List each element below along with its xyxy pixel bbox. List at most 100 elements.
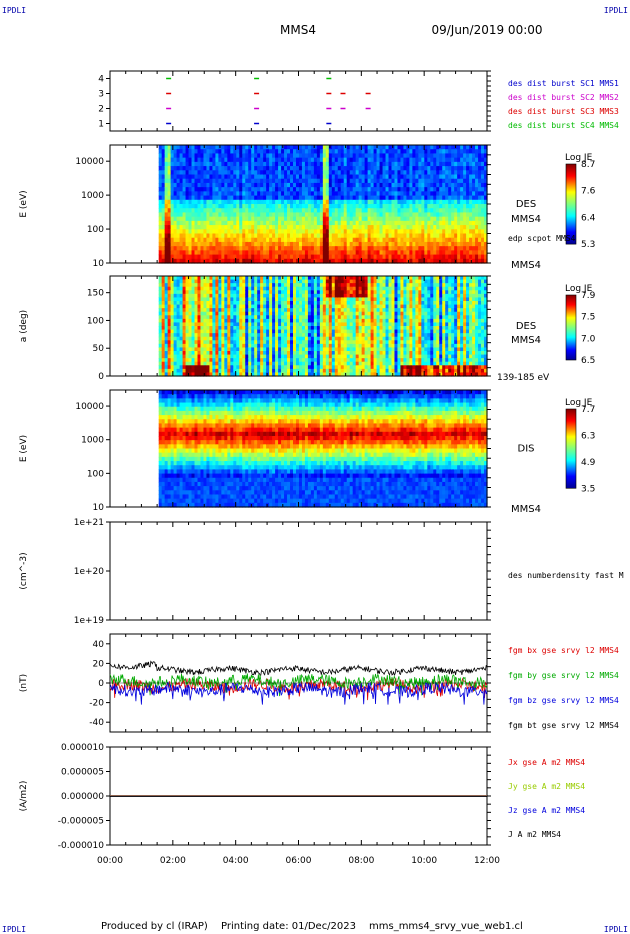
heatmap-cell — [212, 182, 217, 188]
heatmap-cell — [269, 195, 273, 201]
heatmap-cell — [388, 182, 393, 188]
heatmap-cell — [164, 166, 169, 171]
heatmap-cell — [340, 237, 345, 243]
heatmap-cell — [460, 246, 464, 251]
heatmap-cell — [295, 145, 300, 150]
heatmap-cell — [301, 322, 306, 327]
heatmap-cell — [188, 290, 193, 295]
heatmap-cell — [481, 195, 485, 201]
heatmap-cell — [239, 351, 243, 356]
heatmap-cell — [284, 208, 288, 214]
heatmap-cell — [412, 149, 416, 155]
heatmap-cell — [185, 250, 190, 256]
heatmap-cell — [200, 322, 205, 327]
heatmap-cell — [257, 199, 261, 205]
heatmap-cell — [260, 276, 264, 281]
heatmap-cell — [224, 297, 228, 302]
heatmap-cell — [230, 340, 234, 345]
heatmap-cell — [463, 212, 467, 218]
heatmap-cell — [269, 354, 273, 359]
heatmap-cell — [248, 276, 252, 281]
heatmap-cell — [203, 336, 208, 341]
heatmap-cell — [412, 250, 416, 256]
heatmap-cell — [358, 195, 363, 201]
heatmap-cell — [290, 178, 294, 184]
heatmap-cell — [275, 216, 279, 222]
heatmap-cell — [376, 204, 381, 209]
heatmap-cell — [334, 225, 339, 230]
heatmap-cell — [442, 208, 446, 214]
heatmap-cell — [257, 216, 261, 222]
heatmap-cell — [475, 254, 479, 260]
heatmap-cell — [215, 187, 219, 192]
heatmap-cell — [173, 204, 178, 209]
heatmap-cell — [349, 182, 354, 188]
heatmap-cell — [275, 351, 279, 356]
heatmap-cell — [349, 195, 354, 201]
heatmap-cell — [164, 340, 169, 345]
heatmap-cell — [236, 286, 240, 291]
heatmap-cell — [290, 187, 294, 192]
heatmap-cell — [215, 279, 219, 284]
heatmap-cell — [322, 254, 327, 260]
heatmap-cell — [319, 157, 324, 163]
heatmap-cell — [397, 229, 402, 235]
heatmap-cell — [272, 233, 276, 239]
heatmap-cell — [203, 157, 208, 163]
heatmap-cell — [182, 178, 187, 184]
heatmap-cell — [221, 333, 225, 338]
heatmap-cell — [260, 237, 264, 243]
heatmap-cell — [334, 246, 339, 251]
heatmap-cell — [412, 220, 416, 226]
heatmap-cell — [352, 187, 357, 192]
heatmap-cell — [284, 333, 288, 338]
heatmap-cell — [251, 304, 255, 309]
heatmap-cell — [272, 297, 276, 302]
heatmap-cell — [203, 241, 208, 247]
heatmap-cell — [319, 225, 324, 230]
heatmap-cell — [212, 258, 217, 264]
heatmap-cell — [448, 229, 452, 235]
heatmap-cell — [188, 191, 193, 197]
heatmap-cell — [185, 166, 190, 171]
heatmap-cell — [322, 233, 327, 239]
heatmap-cell — [298, 199, 303, 205]
heatmap-cell — [463, 237, 467, 243]
heatmap-cell — [257, 241, 261, 247]
heatmap-cell — [281, 204, 285, 209]
heatmap-cell — [472, 246, 476, 251]
heatmap-cell — [427, 166, 431, 171]
heatmap-cell — [403, 237, 408, 243]
heatmap-cell — [310, 212, 315, 218]
heatmap-cell — [358, 145, 363, 150]
heatmap-cell — [188, 343, 193, 349]
heatmap-cell — [281, 191, 285, 197]
heatmap-cell — [304, 286, 309, 291]
heatmap-cell — [281, 297, 285, 302]
y-tick-label: 1 — [98, 120, 104, 130]
heatmap-cell — [254, 301, 258, 306]
heatmap-cell — [281, 283, 285, 288]
heatmap-cell — [242, 161, 246, 167]
heatmap-cell — [382, 149, 387, 155]
heatmap-cell — [248, 216, 252, 222]
heatmap-cell — [245, 229, 249, 235]
heatmap-cell — [424, 233, 428, 239]
heatmap-cell — [233, 216, 237, 222]
heatmap-cell — [218, 241, 222, 247]
heatmap-cell — [290, 315, 294, 320]
heatmap-cell — [251, 322, 255, 327]
heatmap-cell — [304, 354, 309, 359]
heatmap-cell — [272, 216, 276, 222]
heatmap-cell — [209, 191, 214, 197]
heatmap-cell — [334, 237, 339, 243]
heatmap-cell — [251, 358, 255, 363]
heatmap-cell — [161, 250, 166, 256]
heatmap-cell — [218, 308, 222, 313]
heatmap-cell — [415, 204, 419, 209]
heatmap-cell — [415, 233, 419, 239]
heatmap-cell — [197, 241, 202, 247]
heatmap-cell — [463, 195, 467, 201]
heatmap-cell — [385, 170, 390, 176]
heatmap-cell — [182, 187, 187, 192]
